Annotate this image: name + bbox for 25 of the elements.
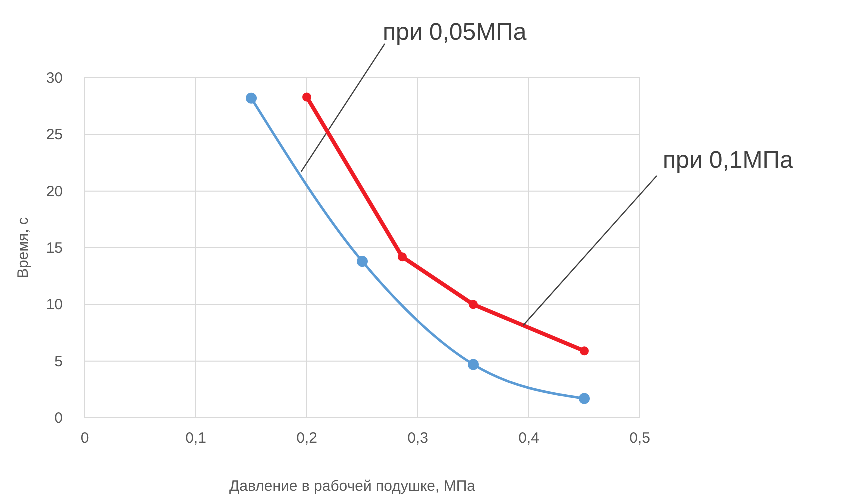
y-tick-label: 0 xyxy=(54,410,63,427)
text: при 0,05МПа xyxy=(383,19,528,46)
y-tick-label: 15 xyxy=(46,240,63,257)
y-tick-label: 5 xyxy=(54,353,63,370)
text: при 0,1МПа xyxy=(663,147,794,174)
point xyxy=(468,359,479,370)
x-axis-title: Давление в рабочей подушке, МПа xyxy=(230,478,476,495)
y-tick-label: 30 xyxy=(46,70,63,87)
point xyxy=(469,300,478,310)
x-tick-label: 0,5 xyxy=(630,430,650,447)
point xyxy=(580,346,589,356)
point xyxy=(246,92,257,104)
y-tick-label: 10 xyxy=(46,296,63,314)
y-tick-label: 20 xyxy=(46,183,63,200)
point xyxy=(579,393,590,404)
x-tick-label: 0,3 xyxy=(408,430,428,447)
x-tick-label: 0,1 xyxy=(186,430,206,447)
point xyxy=(302,92,312,102)
x-tick-label: 0,2 xyxy=(296,430,318,447)
x-tick-label: 0,4 xyxy=(518,430,540,447)
point xyxy=(398,252,407,262)
y-tick-label: 25 xyxy=(46,126,63,144)
point xyxy=(357,256,368,268)
x-tick-label: 0 xyxy=(80,430,90,447)
y-axis-title: Время, с xyxy=(15,217,32,278)
